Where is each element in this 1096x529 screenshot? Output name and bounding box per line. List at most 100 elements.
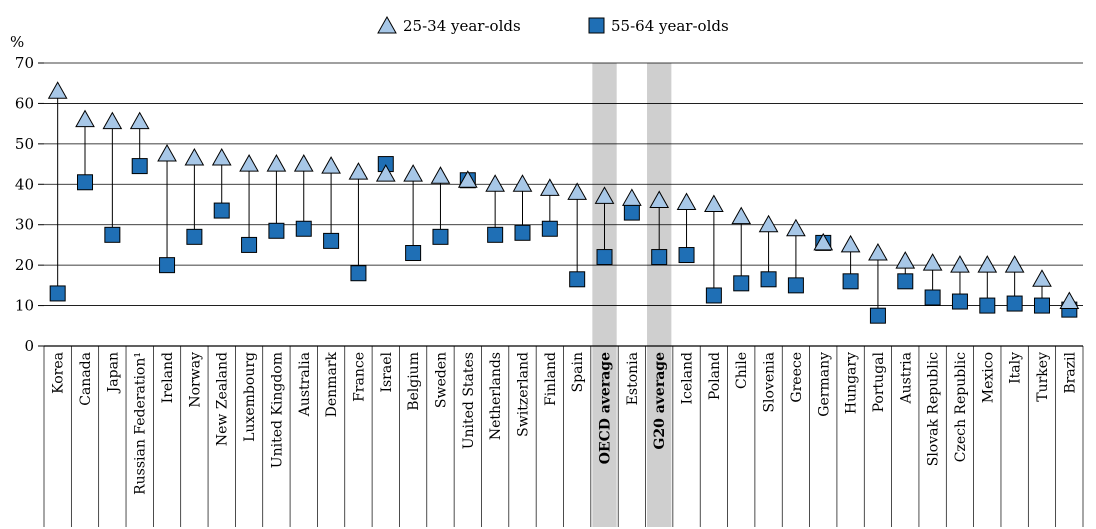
point-55-64-chile (733, 275, 750, 292)
point-55-64-slovenia (760, 271, 777, 288)
x-label-italy: Italy (1008, 352, 1024, 384)
x-label-iceland: Iceland (680, 352, 696, 404)
connectors (57, 91, 1070, 316)
point-55-64-hungary (842, 273, 859, 290)
x-label-portugal: Portugal (871, 351, 887, 412)
point-25-34-new-zealand (211, 147, 232, 166)
x-label-mexico: Mexico (980, 352, 996, 403)
y-tick-label: 20 (15, 256, 34, 274)
x-label-germany: Germany (816, 352, 832, 417)
point-55-64-netherlands (487, 226, 504, 243)
point-25-34-hungary (840, 234, 861, 253)
point-25-34-czech-republic (950, 255, 970, 273)
point-55-64-ireland (159, 257, 176, 274)
x-label-new-zealand: New Zealand (215, 352, 231, 446)
x-label-estonia: Estonia (625, 352, 641, 405)
legend-label-55-64: 55-64 year-olds (611, 17, 729, 35)
x-label-luxembourg: Luxembourg (242, 352, 258, 442)
point-55-64-poland (705, 287, 722, 304)
point-25-34-poland (704, 194, 724, 212)
point-25-34-united-kingdom (266, 154, 287, 172)
legend-square-marker (588, 17, 605, 34)
y-tick-label: 60 (15, 94, 34, 112)
point-25-34-spain (567, 182, 588, 200)
y-unit-label: % (10, 33, 24, 51)
x-label-switzerland: Switzerland (515, 352, 531, 437)
x-label-japan: Japan (105, 352, 121, 394)
x-label-united-states: United States (461, 352, 477, 449)
x-label-finland: Finland (543, 352, 559, 406)
point-25-34-israel (375, 164, 396, 182)
x-label-israel: Israel (379, 351, 395, 392)
markers (47, 81, 1080, 324)
point-55-64-slovak-republic (924, 289, 941, 306)
point-25-34-estonia (622, 188, 642, 206)
x-label-korea: Korea (51, 352, 67, 394)
point-25-34-switzerland (512, 174, 533, 192)
point-55-64-canada (77, 174, 94, 191)
point-55-64-turkey (1033, 297, 1050, 314)
point-25-34-ireland (157, 143, 177, 162)
point-25-34-oecd-average (594, 186, 615, 204)
point-55-64-sweden (432, 228, 449, 245)
highlight-bands (592, 63, 672, 527)
point-25-34-sweden (430, 166, 451, 184)
point-55-64-italy (1006, 295, 1023, 312)
category-separators (43, 346, 1084, 527)
x-label-czech-republic: Czech Republic (953, 352, 969, 462)
y-tick-label: 70 (15, 54, 34, 72)
point-55-64-denmark (323, 232, 340, 249)
x-label-oecd-average: OECD average (598, 352, 614, 464)
x-axis-labels: Korea Canada Japan Russian Federation¹ Irela… (51, 351, 1079, 494)
point-55-64-japan (104, 226, 121, 243)
x-label-slovenia: Slovenia (762, 352, 778, 413)
point-55-64-portugal (869, 307, 886, 324)
x-label-australia: Australia (297, 352, 313, 417)
y-tick-label: 0 (24, 337, 34, 355)
y-tick-label: 10 (15, 297, 34, 315)
x-label-norway: Norway (187, 352, 203, 408)
x-label-netherlands: Netherlands (488, 352, 504, 440)
point-55-64-united-kingdom (268, 222, 285, 239)
point-25-34-brazil (1059, 291, 1080, 310)
y-tick-label: 40 (15, 175, 34, 193)
point-55-64-estonia (623, 204, 640, 221)
x-label-spain: Spain (570, 352, 586, 392)
y-tick-label: 30 (15, 216, 34, 234)
grid (44, 62, 1083, 347)
point-25-34-iceland (676, 192, 697, 210)
point-55-64-australia (295, 220, 312, 237)
x-label-canada: Canada (78, 352, 94, 406)
y-tick-label: 50 (15, 135, 34, 153)
point-25-34-portugal (868, 242, 888, 261)
point-25-34-greece (786, 218, 806, 237)
legend-triangle-marker (377, 15, 397, 34)
point-55-64-luxembourg (241, 236, 258, 253)
x-label-turkey: Turkey (1035, 352, 1051, 402)
point-25-34-luxembourg (239, 154, 259, 172)
x-label-slovak-republic: Slovak Republic (926, 352, 942, 466)
point-25-34-slovenia (758, 214, 779, 233)
x-label-france: France (351, 352, 367, 402)
x-label-denmark: Denmark (324, 351, 340, 417)
x-label-sweden: Sweden (433, 352, 449, 408)
x-label-belgium: Belgium (406, 352, 422, 411)
highlight-band-oecd-average (592, 63, 617, 527)
x-label-g20-average: G20 average (652, 352, 668, 450)
point-25-34-belgium (403, 164, 423, 182)
legend-label-25-34: 25-34 year-olds (403, 17, 521, 35)
point-25-34-austria (895, 251, 916, 269)
point-25-34-netherlands (485, 174, 505, 192)
point-25-34-united-states (457, 170, 478, 188)
x-label-ireland: Ireland (160, 352, 176, 403)
point-55-64-switzerland (514, 224, 531, 241)
point-25-34-chile (731, 206, 752, 225)
point-25-34-france (348, 162, 369, 180)
point-55-64-czech-republic (951, 293, 968, 310)
point-25-34-g20-average (649, 190, 670, 208)
highlight-band-g20-average (647, 63, 672, 527)
point-55-64-finland (541, 220, 558, 237)
point-25-34-germany (813, 232, 834, 251)
point-25-34-denmark (321, 156, 341, 174)
